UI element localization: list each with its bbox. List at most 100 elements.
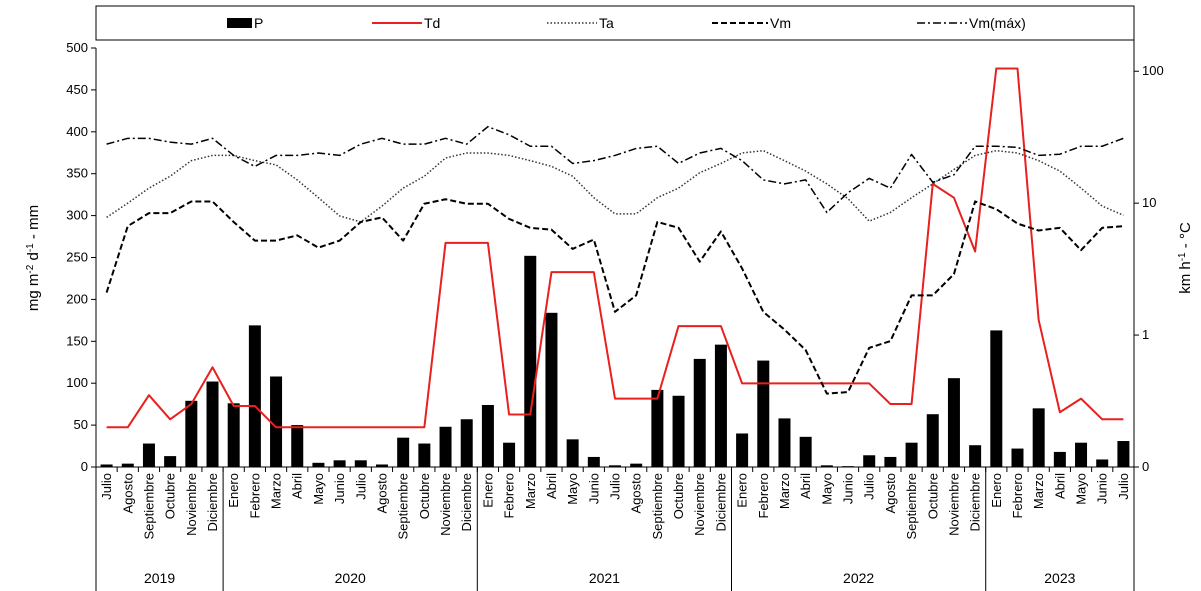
y-axis-left-title: mg m-2 d-1 - mm bbox=[25, 205, 43, 311]
x-tick-label-month: Enero bbox=[480, 473, 495, 508]
bar-p bbox=[312, 462, 325, 467]
legend-item-p: P bbox=[227, 15, 263, 31]
bar-p bbox=[142, 443, 155, 467]
y-left-tick-label: 0 bbox=[81, 459, 88, 474]
x-year-label: 2023 bbox=[1044, 570, 1075, 586]
y-axis-left-title-part2: d bbox=[25, 252, 42, 265]
bar-p bbox=[481, 404, 494, 467]
y-right-tick-label: 1 bbox=[1142, 327, 1149, 342]
bar-p bbox=[164, 456, 177, 467]
bar-p bbox=[1053, 451, 1066, 467]
bar-p bbox=[248, 325, 261, 467]
x-tick-label-month: Mayo bbox=[1074, 473, 1089, 505]
x-tick-label-month: Octubre bbox=[925, 473, 940, 519]
bar-p bbox=[990, 330, 1003, 467]
y-axis-left-title-sup1: -2 bbox=[25, 264, 36, 273]
bar-p bbox=[736, 433, 749, 467]
bar-p bbox=[100, 464, 113, 467]
series-p-bars bbox=[100, 255, 1130, 467]
y-right-tick-label: 0 bbox=[1142, 459, 1149, 474]
bar-p bbox=[905, 442, 918, 467]
bar-p bbox=[672, 395, 685, 467]
x-tick-label-month: Noviembre bbox=[438, 473, 453, 536]
bar-p bbox=[206, 381, 219, 467]
bar-p bbox=[545, 312, 558, 467]
x-tick-label-month: Enero bbox=[989, 473, 1004, 508]
x-tick-label-month: Abril bbox=[798, 473, 813, 499]
x-tick-label-month: Febrero bbox=[502, 473, 517, 519]
bar-p bbox=[863, 455, 876, 467]
bar-p bbox=[693, 358, 706, 467]
bar-p bbox=[185, 400, 198, 467]
y-left-tick-label: 100 bbox=[66, 375, 88, 390]
x-tick-label-month: Diciembre bbox=[205, 473, 220, 532]
y-left-tick-label: 400 bbox=[66, 124, 88, 139]
bar-p bbox=[270, 376, 283, 467]
x-tick-label-month: Marzo bbox=[269, 473, 284, 509]
bar-p bbox=[926, 414, 939, 467]
x-tick-label-month: Junio bbox=[586, 473, 601, 504]
x-tick-label-month: Agosto bbox=[883, 473, 898, 513]
y-left-tick-label: 200 bbox=[66, 291, 88, 306]
series-lines bbox=[105, 67, 1124, 429]
x-tick-label-month: Mayo bbox=[819, 473, 834, 505]
x-year-label: 2019 bbox=[144, 570, 175, 586]
bar-p bbox=[1075, 442, 1088, 467]
x-tick-label-month: Abril bbox=[1052, 473, 1067, 499]
x-tick-label-month: Julio bbox=[608, 473, 623, 500]
bar-p bbox=[227, 403, 240, 467]
x-tick-label-month: Julio bbox=[353, 473, 368, 500]
x-tick-label-month: Mayo bbox=[311, 473, 326, 505]
bar-p bbox=[609, 465, 621, 467]
bar-p bbox=[757, 360, 770, 467]
x-tick-label-month: Junio bbox=[1095, 473, 1110, 504]
legend-swatch-p bbox=[227, 18, 252, 28]
bar-p bbox=[969, 445, 982, 467]
bar-p bbox=[778, 418, 791, 467]
bar-p bbox=[799, 436, 812, 467]
x-year-label: 2021 bbox=[589, 570, 620, 586]
bar-p bbox=[418, 443, 431, 467]
x-tick-label-month: Marzo bbox=[523, 473, 538, 509]
x-year-label: 2022 bbox=[843, 570, 874, 586]
x-tick-label-month: Julio bbox=[1116, 473, 1131, 500]
x-tick-label-month: Septiembre bbox=[396, 473, 411, 539]
y-left-tick-label: 350 bbox=[66, 166, 88, 181]
x-tick-label-month: Noviembre bbox=[692, 473, 707, 536]
bar-p bbox=[503, 442, 516, 467]
x-tick-label-month: Septiembre bbox=[904, 473, 919, 539]
y-axis-right-title-part1: km h bbox=[1177, 261, 1194, 294]
bar-p bbox=[291, 425, 304, 467]
y-left-tick-label: 150 bbox=[66, 333, 88, 348]
bar-p bbox=[354, 460, 367, 467]
x-tick-label-month: Noviembre bbox=[184, 473, 199, 536]
series-line-ta bbox=[106, 149, 1124, 223]
y-axis-left-title-part1: mg m bbox=[25, 274, 42, 312]
x-tick-label-month: Octubre bbox=[163, 473, 178, 519]
x-tick-label-month: Noviembre bbox=[946, 473, 961, 536]
y-right-tick-label: 100 bbox=[1142, 63, 1164, 78]
bar-p bbox=[1117, 441, 1130, 467]
y-left-tick-label: 300 bbox=[66, 208, 88, 223]
legend-label-p: P bbox=[254, 15, 263, 31]
x-tick-label-month: Mayo bbox=[565, 473, 580, 505]
bar-p bbox=[566, 439, 579, 467]
y-left-tick-label: 50 bbox=[74, 417, 88, 432]
bar-p bbox=[947, 378, 960, 467]
y-axis-left-title-sup2: -1 bbox=[25, 243, 36, 252]
x-tick-label-month: Julio bbox=[99, 473, 114, 500]
y-left-tick-label: 500 bbox=[66, 40, 88, 55]
bar-p bbox=[397, 437, 410, 467]
bar-p bbox=[714, 344, 727, 467]
x-tick-label-month: Septiembre bbox=[141, 473, 156, 539]
x-tick-label-month: Marzo bbox=[777, 473, 792, 509]
x-tick-label-month: Agosto bbox=[374, 473, 389, 513]
bar-p bbox=[333, 460, 346, 467]
legend-item-vmmax: Vm(máx) bbox=[917, 15, 1026, 31]
x-axis: Julio Agosto Septiembre Octubre Noviembre Dic… bbox=[95, 466, 1135, 591]
x-tick-label-month: Abril bbox=[290, 473, 305, 499]
bar-p bbox=[651, 389, 664, 467]
x-tick-label-month: Abril bbox=[544, 473, 559, 499]
